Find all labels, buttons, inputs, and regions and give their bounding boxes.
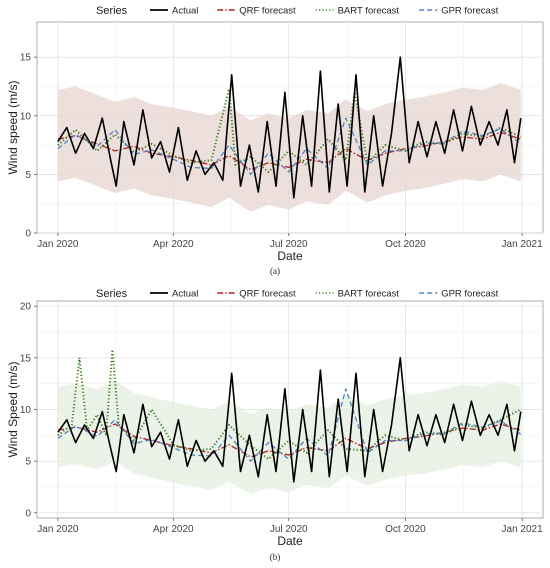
series-line-gpr-forecast	[57, 117, 522, 176]
y-tick-label: 15	[20, 353, 32, 364]
legend-label-1: QRF forecast	[239, 6, 296, 17]
legend-label-2: BART forecast	[338, 289, 400, 300]
x-axis-label: Date	[277, 534, 303, 548]
legend-label-1: QRF forecast	[239, 289, 296, 300]
y-axis-label: Wind Speed (m/s)	[6, 361, 20, 457]
x-tick-label: Jan 2020	[37, 524, 79, 535]
legend-label-3: GPR forecast	[441, 289, 498, 300]
x-axis-label: Date	[277, 249, 303, 263]
y-tick-label: 10	[20, 111, 32, 122]
x-tick-label: Apr 2020	[153, 239, 194, 250]
y-tick-label: 20	[20, 302, 32, 313]
series-line-qrf-forecast	[57, 131, 522, 171]
x-tick-label: Jul 2020	[270, 239, 308, 250]
x-tick-label: Apr 2020	[153, 524, 194, 535]
legend-label-0: Actual	[172, 6, 198, 17]
series-line-actual	[57, 357, 522, 483]
x-tick-label: Jul 2020	[270, 524, 308, 535]
x-tick-label: Jan 2021	[502, 524, 544, 535]
series-line-gpr-forecast	[57, 388, 522, 462]
y-tick-label: 0	[25, 229, 31, 240]
caption-a: (a)	[270, 266, 280, 276]
y-tick-label: 5	[25, 170, 31, 181]
x-tick-label: Jan 2020	[37, 239, 79, 250]
legend-label-2: BART forecast	[338, 6, 400, 17]
y-tick-label: 15	[20, 53, 32, 64]
y-axis-label: Wind speed (m/s)	[6, 80, 20, 174]
caption-b: (b)	[269, 552, 281, 562]
series-line-actual	[57, 56, 522, 199]
series-line-qrf-forecast	[57, 423, 521, 458]
y-tick-label: 0	[25, 508, 31, 519]
legend-label-3: GPR forecast	[441, 6, 498, 17]
legend-title: Series	[96, 5, 128, 17]
legend-title: Series	[96, 288, 128, 300]
chart-panel-a: Series Actual QRF forecast BART forecast GPR…	[6, 5, 544, 263]
x-tick-label: Oct 2020	[385, 524, 426, 535]
y-tick-label: 5	[25, 457, 31, 468]
y-tick-label: 10	[20, 405, 32, 416]
x-tick-label: Oct 2020	[385, 239, 426, 250]
legend-label-0: Actual	[172, 289, 198, 300]
chart-panel-b: Series Actual QRF forecast BART forecast GPR…	[6, 288, 544, 548]
x-tick-label: Jan 2021	[502, 239, 544, 250]
